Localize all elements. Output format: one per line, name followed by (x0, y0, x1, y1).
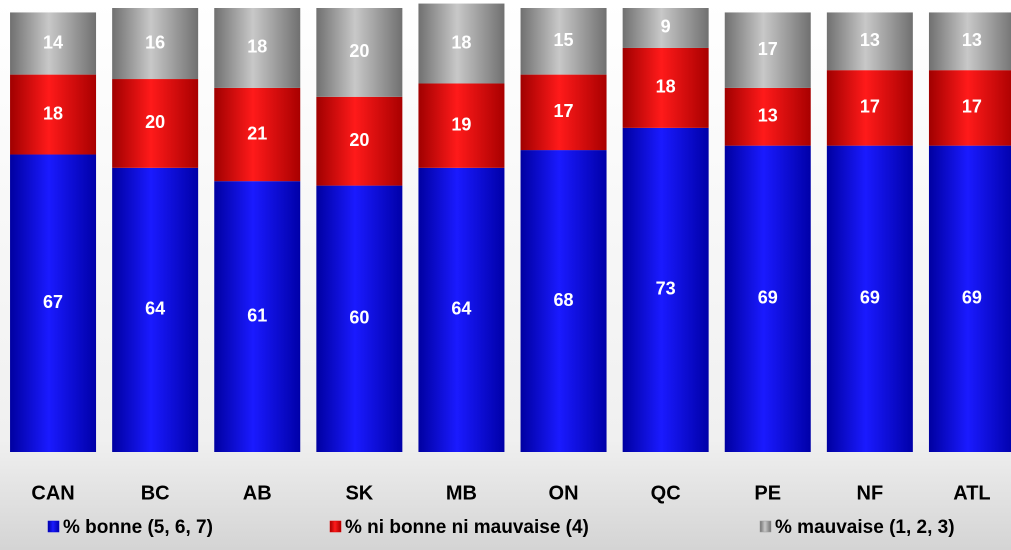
bar-segment (826, 70, 913, 146)
bar-segment (316, 185, 403, 452)
x-tick-label: PE (754, 482, 781, 504)
data-label: 18 (656, 77, 676, 97)
legend-label: % bonne (5, 6, 7) (63, 517, 213, 538)
data-label: 20 (145, 112, 165, 132)
data-label: 68 (554, 290, 574, 310)
data-label: 20 (349, 41, 369, 61)
x-tick-label: CAN (31, 482, 74, 504)
x-tick-label: QC (651, 482, 681, 504)
legend-label: % mauvaise (1, 2, 3) (775, 517, 955, 538)
bar-segment (928, 12, 1011, 71)
bar-segment (10, 154, 97, 452)
bar-segment (214, 8, 301, 88)
bar-segment (928, 70, 1011, 146)
bar-segment (826, 145, 913, 452)
data-label: 64 (451, 299, 471, 319)
data-label: 69 (860, 288, 880, 308)
data-label: 18 (247, 37, 267, 57)
data-label: 60 (349, 308, 369, 328)
data-label: 21 (247, 123, 267, 143)
data-label: 13 (758, 106, 778, 126)
data-label: 18 (43, 103, 63, 123)
x-tick-label: AB (243, 482, 272, 504)
legend-swatch (759, 520, 772, 533)
bar-segment (724, 87, 811, 146)
bar-segment (112, 8, 199, 80)
data-label: 16 (145, 32, 165, 52)
data-label: 69 (758, 288, 778, 308)
bar-segment (316, 8, 403, 97)
x-tick-label: ATL (953, 482, 990, 504)
legend-label: % ni bonne ni mauvaise (4) (345, 517, 589, 538)
bar-segment (418, 167, 505, 452)
x-tick-label: SK (345, 482, 373, 504)
bar-segment (316, 96, 403, 186)
bar-segment (418, 3, 505, 84)
x-tick-label: BC (141, 482, 170, 504)
bar-segment (112, 167, 199, 452)
data-label: 17 (758, 39, 778, 59)
legend-swatch (329, 520, 342, 533)
data-label: 17 (962, 97, 982, 117)
bar-segment (10, 74, 97, 155)
bar-segment (724, 12, 811, 88)
bar-segment (826, 12, 913, 71)
data-label: 13 (860, 30, 880, 50)
bar-segment (418, 83, 505, 168)
bar-segment (928, 145, 1011, 452)
data-label: 9 (661, 17, 671, 37)
data-label: 67 (43, 292, 63, 312)
data-label: 14 (43, 32, 63, 52)
legend-swatch (47, 520, 60, 533)
bar-segment (520, 74, 607, 151)
bar-segment (622, 127, 709, 452)
bar-segment (622, 47, 709, 128)
x-tick-label: ON (549, 482, 579, 504)
data-label: 15 (554, 30, 574, 50)
bar-segment (622, 8, 709, 48)
data-label: 61 (247, 305, 267, 325)
data-label: 13 (962, 30, 982, 50)
data-label: 19 (451, 114, 471, 134)
data-label: 69 (962, 288, 982, 308)
data-label: 17 (860, 97, 880, 117)
bar-segment (724, 145, 811, 452)
bar-segment (214, 87, 301, 182)
bar-segment (214, 181, 301, 452)
data-label: 73 (656, 279, 676, 299)
data-label: 18 (451, 32, 471, 52)
bar-segment (520, 150, 607, 452)
data-label: 17 (554, 101, 574, 121)
x-tick-label: NF (857, 482, 884, 504)
x-tick-label: MB (446, 482, 477, 504)
data-label: 64 (145, 299, 165, 319)
bar-segment (10, 12, 97, 75)
bar-segment (112, 79, 199, 168)
data-label: 20 (349, 130, 369, 150)
bar-segment (520, 8, 607, 75)
